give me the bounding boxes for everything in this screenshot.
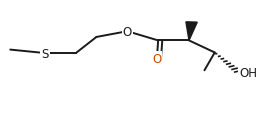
Text: S: S — [41, 47, 49, 60]
Polygon shape — [186, 23, 197, 41]
Text: OH: OH — [239, 66, 257, 79]
Text: O: O — [123, 25, 132, 38]
Text: O: O — [152, 53, 162, 66]
